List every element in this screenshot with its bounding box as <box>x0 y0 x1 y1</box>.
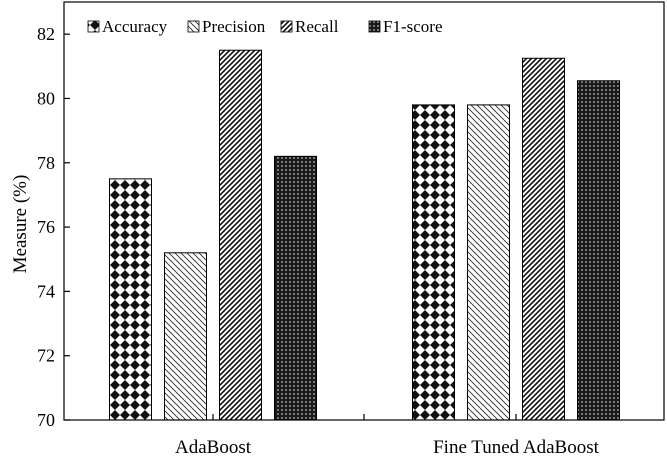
y-tick-label: 80 <box>37 88 55 108</box>
bar-precision-1 <box>164 252 207 421</box>
y-tick-label: 76 <box>37 217 55 237</box>
y-tick-label: 82 <box>37 24 55 44</box>
y-tick-label: 70 <box>37 410 55 430</box>
legend-swatch-accuracy <box>87 20 100 33</box>
legend-swatch-recall <box>280 20 293 33</box>
bar-accuracy-1 <box>109 178 152 421</box>
bar-accuracy-2 <box>412 104 455 421</box>
legend-label: Recall <box>295 17 339 36</box>
y-axis-title: Measure (%) <box>10 175 31 274</box>
y-tick-label: 72 <box>37 346 55 366</box>
chart-legend: Accuracy Precision Recall F1-score <box>87 17 442 36</box>
y-tick-label: 78 <box>37 153 55 173</box>
legend-label: Accuracy <box>102 17 168 36</box>
bar-f1-score-1 <box>274 155 317 421</box>
legend-label: F1-score <box>383 17 442 36</box>
y-tick-label: 74 <box>37 281 55 301</box>
legend-label: Precision <box>202 17 266 36</box>
bar-recall-2 <box>522 57 565 421</box>
bar-f1-score-2 <box>577 80 620 421</box>
x-category-label: Fine Tuned AdaBoost <box>433 437 599 458</box>
x-category-label: AdaBoost <box>175 437 252 458</box>
plot-frame <box>63 1 665 421</box>
bar-precision-2 <box>467 104 510 421</box>
legend-swatch-f1-score <box>368 20 381 33</box>
bar-recall-1 <box>219 49 262 421</box>
legend-swatch-precision <box>187 20 200 33</box>
